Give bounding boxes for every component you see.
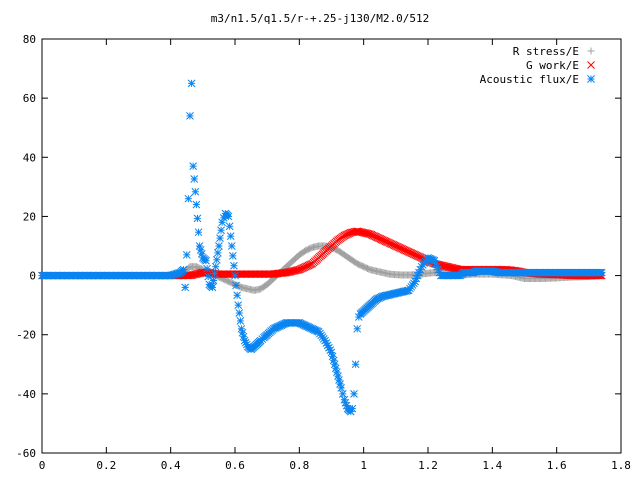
x-tick-label: 0 bbox=[39, 459, 46, 472]
data-point bbox=[210, 269, 219, 278]
y-tick-label: 60 bbox=[23, 92, 36, 105]
data-point bbox=[215, 242, 223, 250]
legend-label: Acoustic flux/E bbox=[480, 73, 579, 86]
data-point bbox=[350, 390, 358, 398]
data-point bbox=[182, 251, 191, 259]
y-tick-label: 20 bbox=[23, 210, 36, 223]
x-tick-label: 1.6 bbox=[547, 459, 567, 472]
data-point bbox=[218, 218, 226, 227]
data-point bbox=[211, 262, 220, 271]
data-point bbox=[203, 264, 211, 273]
data-point bbox=[190, 175, 199, 183]
x-tick-label: 1.2 bbox=[418, 459, 438, 472]
data-point bbox=[338, 390, 347, 398]
data-point bbox=[597, 268, 606, 277]
data-point bbox=[233, 291, 241, 300]
legend-label: G work/E bbox=[526, 59, 579, 72]
x-tick-label: 0.4 bbox=[161, 459, 181, 472]
y-tick-label: 80 bbox=[23, 33, 36, 46]
data-point bbox=[226, 232, 235, 240]
y-tick-label: -60 bbox=[16, 447, 36, 460]
data-point bbox=[234, 301, 243, 309]
y-tick-label: 40 bbox=[23, 151, 36, 164]
axis-tick-labels: 0 0.2 0.4 0.6 0.8 1 1.2 1.4 1.6 1.8 80 60 40 20 0 -20 -4… bbox=[16, 33, 631, 472]
legend-marker bbox=[587, 47, 595, 55]
data-point bbox=[236, 317, 245, 325]
x-tick-label: 0.8 bbox=[289, 459, 309, 472]
data-point bbox=[337, 384, 346, 392]
legend-marker bbox=[587, 75, 595, 83]
data-point bbox=[191, 187, 200, 196]
data-point bbox=[181, 283, 189, 292]
data-point bbox=[179, 265, 188, 274]
x-tick-label: 1.4 bbox=[482, 459, 502, 472]
data-point bbox=[189, 162, 198, 171]
data-point bbox=[213, 249, 222, 257]
data-point bbox=[208, 283, 217, 292]
x-tick-label: 1 bbox=[360, 459, 367, 472]
legend-label: R stress/E bbox=[513, 45, 579, 58]
data-point bbox=[227, 242, 236, 250]
data-point bbox=[351, 360, 360, 369]
axis-ticks bbox=[41, 38, 622, 454]
data-point bbox=[225, 222, 234, 231]
data-point bbox=[194, 228, 203, 237]
data-point bbox=[348, 404, 357, 413]
data-point bbox=[192, 200, 201, 209]
data-point bbox=[235, 309, 244, 317]
data-point bbox=[229, 252, 237, 260]
data-point bbox=[193, 214, 202, 223]
x-tick-label: 1.8 bbox=[611, 459, 631, 472]
data-point bbox=[184, 194, 193, 203]
data-point bbox=[217, 226, 225, 235]
data-point bbox=[186, 112, 194, 120]
data-point bbox=[224, 212, 233, 221]
data-point bbox=[231, 271, 239, 280]
legend-marker bbox=[587, 61, 595, 69]
series-layer bbox=[38, 79, 606, 416]
data-point bbox=[204, 272, 213, 281]
data-point bbox=[216, 234, 224, 242]
y-tick-label: -20 bbox=[16, 329, 36, 342]
y-tick-label: 0 bbox=[29, 270, 36, 283]
data-point bbox=[232, 281, 240, 290]
data-point bbox=[202, 256, 210, 265]
series-acoustic-flux-e bbox=[38, 79, 606, 416]
y-tick-label: -40 bbox=[16, 388, 36, 401]
x-tick-label: 0.6 bbox=[225, 459, 245, 472]
x-tick-label: 0.2 bbox=[96, 459, 116, 472]
data-point bbox=[212, 255, 221, 264]
chart-title: m3/n1.5/q1.5/r-+.25-j130/M2.0/512 bbox=[211, 12, 430, 25]
data-point bbox=[230, 261, 238, 270]
plot-frame bbox=[41, 38, 622, 454]
data-point bbox=[353, 324, 362, 333]
data-point bbox=[209, 276, 218, 285]
data-point bbox=[187, 79, 196, 88]
